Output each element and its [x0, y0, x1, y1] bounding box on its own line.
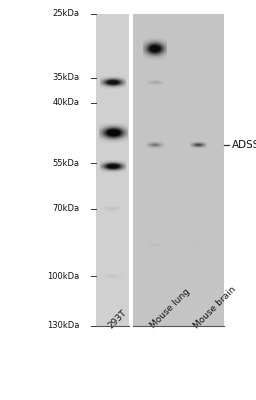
Text: 130kDa: 130kDa — [47, 322, 79, 330]
Text: 100kDa: 100kDa — [47, 272, 79, 281]
Text: 35kDa: 35kDa — [52, 73, 79, 82]
Text: 55kDa: 55kDa — [52, 159, 79, 168]
Bar — [133, 14, 224, 326]
Text: Mouse lung: Mouse lung — [148, 287, 192, 330]
Bar — [96, 14, 129, 326]
Text: ADSS: ADSS — [232, 140, 256, 150]
Text: 293T: 293T — [106, 308, 129, 330]
Text: 40kDa: 40kDa — [52, 98, 79, 108]
Text: 70kDa: 70kDa — [52, 204, 79, 213]
Text: Mouse brain: Mouse brain — [192, 284, 238, 330]
Text: 25kDa: 25kDa — [52, 10, 79, 18]
